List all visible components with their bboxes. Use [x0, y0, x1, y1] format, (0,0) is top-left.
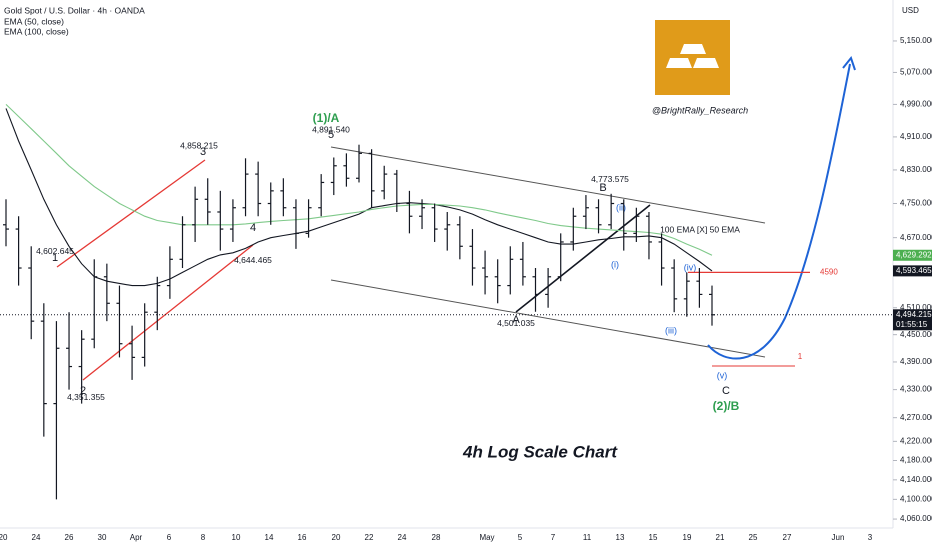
wave-label: B: [599, 182, 606, 194]
channel-line: [330, 279, 766, 358]
x-tick-label: 6: [167, 533, 172, 542]
price-label: 4,593.465: [896, 266, 932, 275]
y-tick-label: 4,220.000: [900, 436, 932, 445]
indicator-label: EMA (50, close): [4, 16, 64, 26]
price-label: 4,494.215: [896, 310, 932, 319]
x-tick-label: May: [479, 533, 494, 542]
ema-note: 100 EMA [X] 50 EMA: [660, 224, 740, 234]
y-tick-label: 4,060.000: [900, 514, 932, 523]
level-label: 4590: [820, 268, 838, 277]
x-tick-label: 30: [98, 533, 107, 542]
x-tick-label: 26: [65, 533, 74, 542]
wave-label: (v): [717, 370, 728, 380]
x-tick-label: 5: [518, 533, 523, 542]
channel-line: [330, 146, 766, 224]
header-title: Gold Spot / U.S. Dollar · 4h · OANDA: [4, 5, 145, 15]
x-tick-label: 28: [432, 533, 441, 542]
y-tick-label: 4,670.000: [900, 233, 932, 242]
price-label: 4,629.292: [896, 250, 932, 259]
y-tick-label: 4,510.000: [900, 303, 932, 312]
y-tick-label: 5,150.000: [900, 36, 932, 45]
y-tick-label: 4,830.000: [900, 165, 932, 174]
x-tick-label: 16: [298, 533, 307, 542]
y-tick-label: 4,990.000: [900, 100, 932, 109]
countdown: 01:55:15: [896, 320, 928, 329]
y-tick-label: 4,390.000: [900, 357, 932, 366]
price-label-box: [893, 249, 932, 261]
y-tick-label: 4,450.000: [900, 330, 932, 339]
x-tick-label: Jun: [832, 533, 845, 542]
wave-label: (1)/A: [313, 111, 340, 125]
x-tick-label: 24: [398, 533, 407, 542]
wave-label: (ii): [616, 202, 626, 212]
logo: [655, 20, 730, 95]
x-tick-label: Apr: [130, 533, 143, 542]
pivot-label: 4,351.355: [67, 392, 105, 402]
projection-arrow: [842, 55, 856, 71]
x-tick-label: 25: [749, 533, 758, 542]
price-label-box: [893, 309, 932, 331]
wave-label: (i): [611, 259, 619, 269]
x-tick-label: 19: [683, 533, 692, 542]
pivot-label: 4,891.540: [312, 125, 350, 135]
ema-line: [5, 108, 713, 287]
pivot-label: 4,501.035: [497, 318, 535, 328]
x-tick-label: 20: [332, 533, 341, 542]
channel-line: [56, 159, 206, 268]
x-tick-label: 10: [232, 533, 241, 542]
wave-label: C: [722, 385, 730, 397]
y-tick-label: 4,750.000: [900, 199, 932, 208]
projection-curve: [707, 63, 851, 360]
wave-label: 3: [200, 146, 206, 158]
x-tick-label: 21: [716, 533, 725, 542]
x-tick-label: 7: [551, 533, 556, 542]
wave-label: 4: [250, 222, 256, 234]
chart-caption: 4h Log Scale Chart: [462, 442, 618, 461]
x-tick-label: 22: [365, 533, 374, 542]
x-tick-label: 13: [616, 533, 625, 542]
x-tick-label: 24: [32, 533, 41, 542]
wave-label: (iv): [684, 262, 697, 272]
y-tick-label: 4,910.000: [900, 132, 932, 141]
y-tick-label: 5,070.000: [900, 68, 932, 77]
watermark: @BrightRally_Research: [652, 105, 748, 115]
y-tick-label: 4,270.000: [900, 413, 932, 422]
wave-label: 2: [80, 385, 86, 397]
wave-label: 5: [328, 129, 334, 141]
channel-line: [82, 244, 254, 381]
pivot-label: 4,644.465: [234, 255, 272, 265]
x-tick-label: 20: [0, 533, 8, 542]
y-tick-label: 4,140.000: [900, 475, 932, 484]
pivot-label: 4,773.575: [591, 174, 629, 184]
x-tick-label: 3: [868, 533, 873, 542]
currency: USD: [902, 6, 919, 15]
x-tick-label: 14: [265, 533, 274, 542]
y-tick-label: 4,100.000: [900, 494, 932, 503]
indicator-label: EMA (100, close): [4, 26, 69, 36]
x-tick-label: 15: [649, 533, 658, 542]
x-tick-label: 11: [583, 533, 592, 542]
pivot-label: 4,602.645: [36, 246, 74, 256]
ema-line: [5, 104, 713, 256]
y-tick-label: 4,180.000: [900, 456, 932, 465]
y-tick-label: 4,330.000: [900, 385, 932, 394]
wave-label: A: [512, 314, 520, 326]
x-tick-label: 27: [783, 533, 792, 542]
pivot-label: 4,858.215: [180, 140, 218, 150]
wave-label: (iii): [665, 325, 677, 335]
target-label: 1: [798, 352, 803, 361]
x-tick-label: 8: [201, 533, 206, 542]
wave-label: 1: [52, 252, 58, 264]
price-label-box: [893, 265, 932, 277]
wave-label: (2)/B: [713, 399, 740, 413]
